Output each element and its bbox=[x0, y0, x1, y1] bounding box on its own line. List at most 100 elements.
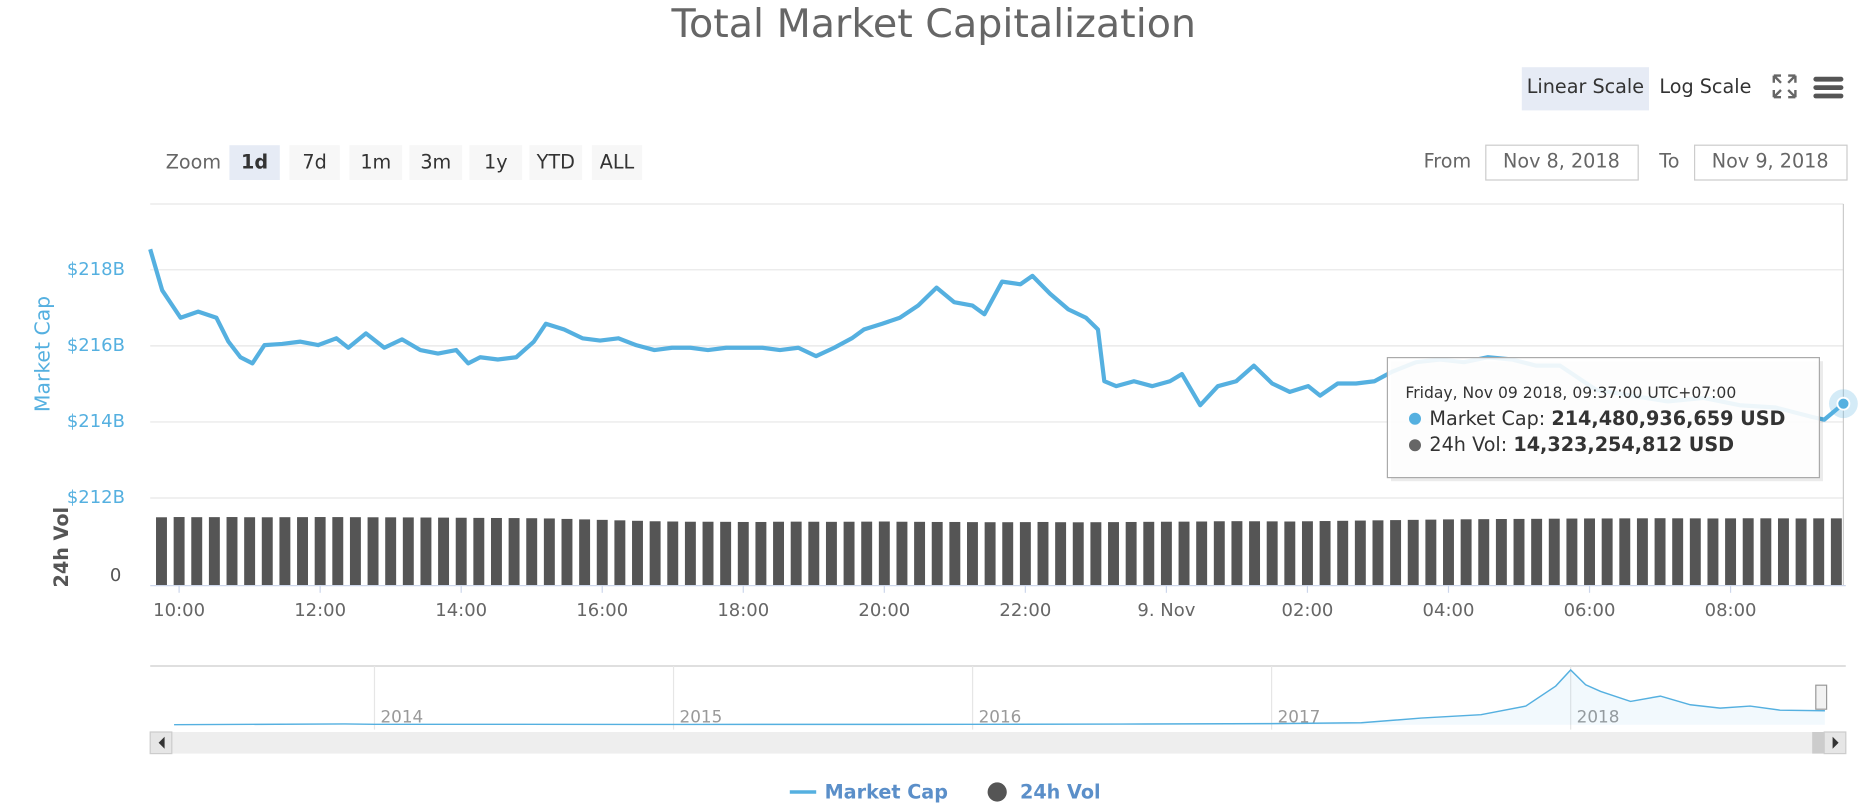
to-value[interactable]: Nov 9, 2018 bbox=[1712, 150, 1829, 173]
tooltip-line: 24h Vol: 14,323,254,812 USD bbox=[1429, 433, 1734, 456]
x-tick-label: 10:00 bbox=[153, 600, 205, 621]
x-tick-label: 16:00 bbox=[576, 600, 628, 621]
volume-bar bbox=[367, 517, 379, 586]
fullscreen-icon[interactable] bbox=[1772, 74, 1797, 99]
zoom-button[interactable] bbox=[529, 145, 583, 180]
tooltip-value: 14,323,254,812 USD bbox=[1513, 433, 1734, 456]
chart-title: Total Market Capitalization bbox=[671, 1, 1196, 47]
volume-bar bbox=[825, 521, 837, 586]
volume-bar bbox=[402, 517, 414, 586]
volume-bar bbox=[1090, 522, 1102, 586]
y-tick-label: $214B bbox=[67, 411, 125, 432]
zoom-label: Zoom bbox=[166, 151, 221, 174]
zoom-button-label[interactable]: 3m bbox=[420, 151, 451, 174]
volume-bar bbox=[1619, 518, 1631, 586]
tooltip-label: 24h Vol: bbox=[1429, 433, 1507, 456]
from-value[interactable]: Nov 8, 2018 bbox=[1503, 150, 1620, 173]
x-tick-label: 08:00 bbox=[1705, 600, 1757, 621]
volume-bar bbox=[1777, 518, 1789, 586]
volume-bar bbox=[156, 517, 167, 586]
log-scale-label[interactable]: Log Scale bbox=[1659, 75, 1751, 98]
zoom-button-label[interactable]: YTD bbox=[536, 151, 575, 174]
volume-bar bbox=[1725, 518, 1737, 586]
linear-scale-button[interactable] bbox=[1521, 67, 1649, 111]
volume-bar bbox=[208, 517, 220, 586]
volume-bar bbox=[949, 521, 961, 586]
volume-bar bbox=[1654, 518, 1666, 586]
volume-bar bbox=[614, 520, 626, 586]
volume-bar bbox=[931, 521, 943, 586]
volume-bar bbox=[1513, 518, 1525, 586]
volume-bar bbox=[1037, 521, 1049, 586]
volume-bar bbox=[1689, 518, 1701, 586]
volume-bar bbox=[1760, 518, 1772, 586]
x-tick-label: 18:00 bbox=[717, 600, 769, 621]
linear-scale-label[interactable]: Linear Scale bbox=[1527, 75, 1644, 98]
volume-bar bbox=[1319, 521, 1331, 586]
legend-label[interactable]: Market Cap bbox=[825, 781, 948, 804]
volume-bar bbox=[1354, 520, 1366, 586]
volume-bar bbox=[1072, 522, 1084, 586]
volume-bar bbox=[1707, 518, 1719, 586]
zoom-button[interactable] bbox=[289, 145, 340, 180]
volume-bar bbox=[1337, 520, 1349, 586]
legend-label[interactable]: 24h Vol bbox=[1020, 781, 1101, 804]
zoom-button[interactable] bbox=[469, 145, 523, 180]
zoom-button[interactable] bbox=[229, 145, 280, 180]
volume-bar bbox=[1372, 520, 1384, 586]
volume-bar bbox=[967, 522, 978, 586]
volume-bar bbox=[1019, 522, 1031, 586]
tooltip-label: Market Cap: bbox=[1429, 406, 1545, 429]
x-tick-label: 06:00 bbox=[1564, 600, 1616, 621]
x-tick-label: 02:00 bbox=[1282, 600, 1334, 621]
zoom-button-label[interactable]: ALL bbox=[600, 151, 635, 174]
volume-bar bbox=[1443, 519, 1454, 586]
zoom-button-label[interactable]: 1y bbox=[484, 151, 508, 174]
volume-bar bbox=[1460, 519, 1472, 586]
navigator-tick-label: 2014 bbox=[380, 707, 423, 727]
scroll-left-arrow bbox=[158, 736, 165, 749]
scrollbar-track[interactable] bbox=[150, 732, 1846, 754]
volume-bar bbox=[543, 518, 555, 586]
volume-bar bbox=[1478, 519, 1490, 586]
volume-bar bbox=[843, 521, 855, 586]
zoom-button[interactable] bbox=[349, 145, 403, 180]
legend-symbol[interactable] bbox=[987, 782, 1007, 802]
volume-bar bbox=[1795, 518, 1807, 586]
navigator-tick-label: 2017 bbox=[1278, 707, 1321, 727]
scrollbar-thumb[interactable] bbox=[1812, 732, 1825, 754]
volume-bar bbox=[314, 517, 326, 586]
from-input[interactable] bbox=[1485, 144, 1639, 181]
x-tick-label: 12:00 bbox=[294, 600, 346, 621]
zoom-button-label[interactable]: 1d bbox=[241, 151, 268, 174]
menu-icon[interactable] bbox=[1813, 76, 1844, 99]
x-tick-label: 04:00 bbox=[1423, 600, 1475, 621]
to-input[interactable] bbox=[1694, 144, 1848, 181]
volume-bar bbox=[191, 517, 203, 586]
from-label: From bbox=[1424, 150, 1472, 173]
zoom-button[interactable] bbox=[409, 145, 463, 180]
navigator-tick-label: 2015 bbox=[680, 707, 723, 727]
volume-bar bbox=[1178, 521, 1190, 586]
navigator-handle[interactable] bbox=[1815, 684, 1828, 710]
volume-bar bbox=[297, 517, 308, 586]
zoom-button[interactable] bbox=[591, 145, 643, 180]
volume-bar bbox=[1566, 518, 1578, 586]
volume-bar bbox=[1495, 519, 1507, 586]
volume-bar bbox=[702, 521, 714, 586]
tooltip-box bbox=[1386, 356, 1820, 479]
volume-bar bbox=[1425, 519, 1437, 586]
zoom-button-label[interactable]: 7d bbox=[302, 151, 326, 174]
volume-bar bbox=[1813, 518, 1825, 586]
volume-bar bbox=[579, 519, 591, 586]
volume-bar bbox=[244, 517, 256, 586]
y-tick-label: $212B bbox=[67, 487, 125, 508]
volume-bar bbox=[667, 521, 679, 586]
zoom-button-label[interactable]: 1m bbox=[360, 151, 391, 174]
volume-bar bbox=[1266, 521, 1278, 586]
volume-bar bbox=[420, 517, 432, 586]
volume-bar bbox=[861, 521, 873, 586]
volume-bar bbox=[508, 518, 520, 586]
